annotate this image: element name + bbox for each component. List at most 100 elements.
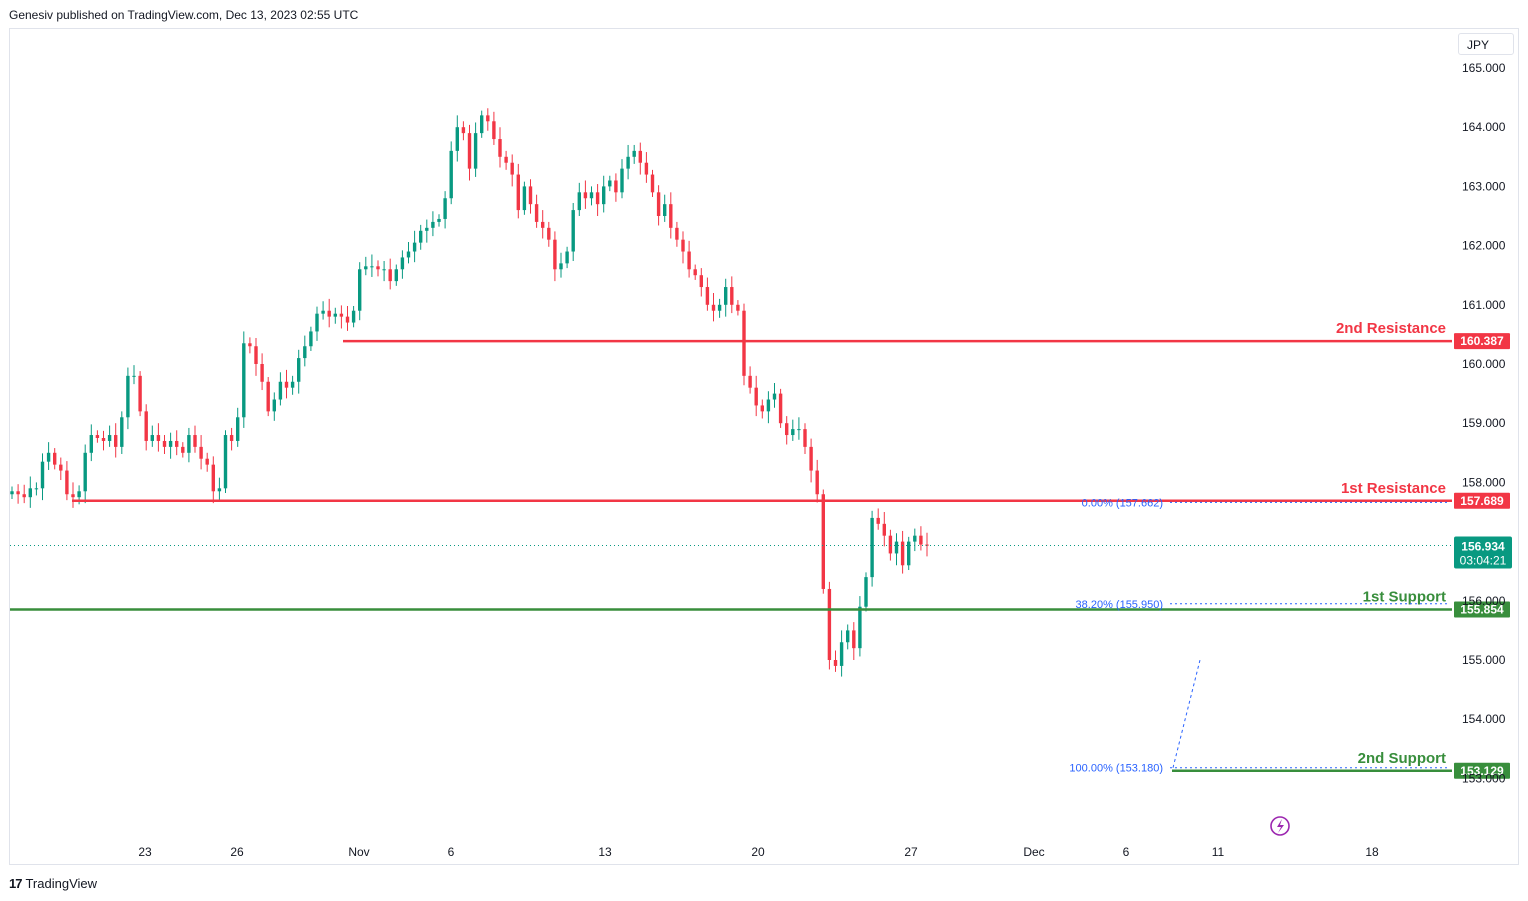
candle-body bbox=[284, 381, 289, 388]
last-price-tag bbox=[1454, 536, 1512, 569]
x-tick-label: 6 bbox=[448, 845, 455, 859]
candle-body bbox=[614, 180, 618, 193]
candle-body bbox=[315, 313, 319, 332]
candle-body bbox=[693, 269, 697, 276]
candle-body bbox=[803, 429, 807, 447]
x-tick-label: Nov bbox=[348, 845, 369, 859]
x-tick-label: 18 bbox=[1365, 845, 1379, 859]
candle-body bbox=[522, 186, 527, 211]
candle-body bbox=[333, 313, 337, 317]
candle-body bbox=[132, 375, 136, 377]
candle-body bbox=[919, 535, 923, 545]
candle-body bbox=[894, 541, 899, 554]
candle-body bbox=[28, 488, 32, 498]
y-tick-label: 164.000 bbox=[1462, 120, 1506, 134]
candle-body bbox=[211, 464, 215, 492]
candle-body bbox=[53, 452, 57, 465]
candle-body bbox=[516, 174, 520, 211]
currency-button[interactable]: JPY bbox=[1458, 33, 1514, 55]
candle-body bbox=[114, 435, 118, 447]
x-tick-label: 6 bbox=[1123, 845, 1130, 859]
candle-body bbox=[791, 429, 795, 436]
candle-body bbox=[71, 494, 75, 498]
candle-body bbox=[602, 186, 606, 205]
candle-body bbox=[290, 381, 295, 388]
candle-body bbox=[254, 346, 258, 364]
candle-body bbox=[126, 375, 130, 418]
level-name: 1st Support bbox=[1363, 588, 1446, 605]
candle-body bbox=[394, 269, 398, 282]
candle-body bbox=[260, 364, 264, 382]
candle-body bbox=[120, 417, 124, 447]
level-price-label: 160.387 bbox=[1460, 334, 1504, 348]
candle-body bbox=[571, 210, 575, 252]
y-tick-label: 162.000 bbox=[1462, 239, 1506, 253]
candle-body bbox=[425, 227, 429, 231]
candle-body bbox=[669, 204, 673, 228]
level-price-tag bbox=[1454, 601, 1510, 618]
candle-body bbox=[339, 313, 344, 317]
fib-label: 100.00% (153.180) bbox=[1069, 763, 1163, 775]
candle-body bbox=[278, 381, 283, 400]
candle-body bbox=[839, 642, 844, 666]
level-price-tag bbox=[1454, 762, 1510, 779]
candle-body bbox=[772, 393, 777, 400]
candle-body bbox=[382, 269, 386, 271]
candle-body bbox=[778, 393, 783, 424]
candle-body bbox=[809, 446, 813, 471]
candle-body bbox=[150, 435, 154, 441]
tradingview-logo-icon[interactable]: 17 bbox=[9, 876, 23, 891]
candle-body bbox=[223, 435, 228, 489]
candle-body bbox=[754, 387, 758, 406]
candle-body bbox=[400, 257, 405, 270]
candle-body bbox=[89, 435, 93, 453]
candle-body bbox=[455, 127, 459, 151]
candle-body bbox=[351, 310, 356, 323]
candle-body bbox=[687, 251, 691, 270]
candle-body bbox=[10, 491, 14, 495]
candle-body bbox=[461, 127, 466, 134]
y-tick-label: 155.000 bbox=[1462, 653, 1506, 667]
candle-body bbox=[242, 343, 246, 418]
candle-body bbox=[663, 204, 667, 216]
candle-body bbox=[406, 251, 411, 258]
candle-body bbox=[888, 535, 893, 554]
level-name: 2nd Support bbox=[1358, 750, 1446, 767]
candle-body bbox=[638, 150, 642, 163]
candle-body bbox=[833, 660, 838, 666]
candle-body bbox=[632, 150, 636, 157]
candle-body bbox=[577, 192, 581, 211]
candle-body bbox=[595, 192, 600, 205]
footer-brand[interactable]: TradingView bbox=[25, 876, 98, 891]
level-price-tag bbox=[1454, 333, 1510, 350]
candle-body bbox=[65, 470, 69, 495]
candle-body bbox=[742, 310, 746, 376]
candle-body bbox=[297, 358, 301, 382]
lightning-icon-glyph bbox=[1277, 819, 1284, 833]
candle-body bbox=[559, 263, 563, 270]
candle-body bbox=[22, 494, 26, 498]
candle-body bbox=[510, 162, 514, 175]
candle-body bbox=[553, 239, 557, 270]
candle-body bbox=[541, 221, 545, 228]
x-tick-label: 13 bbox=[598, 845, 612, 859]
candle-body bbox=[272, 399, 276, 412]
candle-body bbox=[480, 115, 484, 134]
candle-body bbox=[626, 156, 630, 169]
level-name: 1st Resistance bbox=[1341, 480, 1446, 497]
last-price-label: 156.934 bbox=[1461, 540, 1505, 554]
candle-body bbox=[236, 417, 240, 441]
candle-body bbox=[101, 438, 106, 441]
candle-body bbox=[589, 192, 594, 199]
level-name: 2nd Resistance bbox=[1336, 320, 1446, 337]
candle-body bbox=[858, 606, 862, 649]
candle-body bbox=[229, 435, 234, 441]
candle-body bbox=[46, 452, 51, 462]
candle-body bbox=[528, 186, 533, 205]
candle-body bbox=[181, 446, 185, 453]
candle-body bbox=[705, 287, 710, 305]
candle-body bbox=[303, 346, 307, 359]
candle-body bbox=[760, 405, 764, 412]
candle-body bbox=[821, 494, 825, 589]
